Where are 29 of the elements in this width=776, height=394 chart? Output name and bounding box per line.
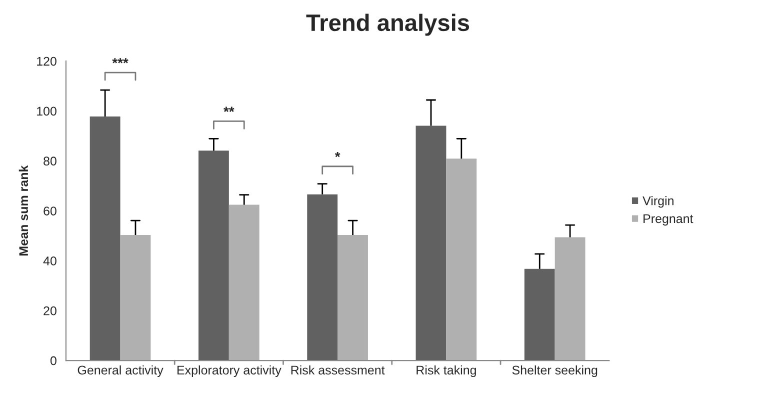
bar bbox=[416, 126, 446, 361]
legend-label: Pregnant bbox=[644, 214, 694, 226]
bar bbox=[446, 158, 477, 361]
bar bbox=[338, 234, 368, 361]
annotation: ** bbox=[224, 106, 234, 112]
bar bbox=[228, 204, 260, 361]
x-tick-label: Shelter seeking bbox=[512, 365, 598, 378]
y-tick-label: 60 bbox=[44, 206, 56, 216]
y-tick-label: 0 bbox=[50, 356, 56, 366]
x-tick-label: Exploratory activity bbox=[178, 365, 282, 378]
bar bbox=[307, 194, 338, 361]
annotation: * bbox=[334, 152, 340, 158]
bar bbox=[198, 150, 229, 361]
y-tick-label: 40 bbox=[43, 256, 56, 266]
chart-title: Trend analysis bbox=[306, 14, 470, 36]
y-tick-label: 120 bbox=[37, 56, 56, 66]
y-tick-label: 80 bbox=[44, 156, 56, 166]
bar bbox=[554, 237, 586, 361]
bar bbox=[524, 268, 555, 361]
x-tick-label: Risk taking bbox=[416, 365, 476, 378]
x-tick-label: Risk assessment bbox=[291, 365, 385, 375]
y-axis-title: Mean sum rank bbox=[18, 165, 28, 256]
bar bbox=[120, 234, 151, 361]
y-tick-label: 100 bbox=[37, 106, 56, 116]
bar bbox=[90, 116, 120, 361]
x-tick-label: General activity bbox=[78, 365, 164, 378]
annotation: *** bbox=[112, 58, 128, 64]
y-tick-label: 20 bbox=[44, 306, 56, 316]
legend-label: Virgin bbox=[642, 196, 674, 208]
